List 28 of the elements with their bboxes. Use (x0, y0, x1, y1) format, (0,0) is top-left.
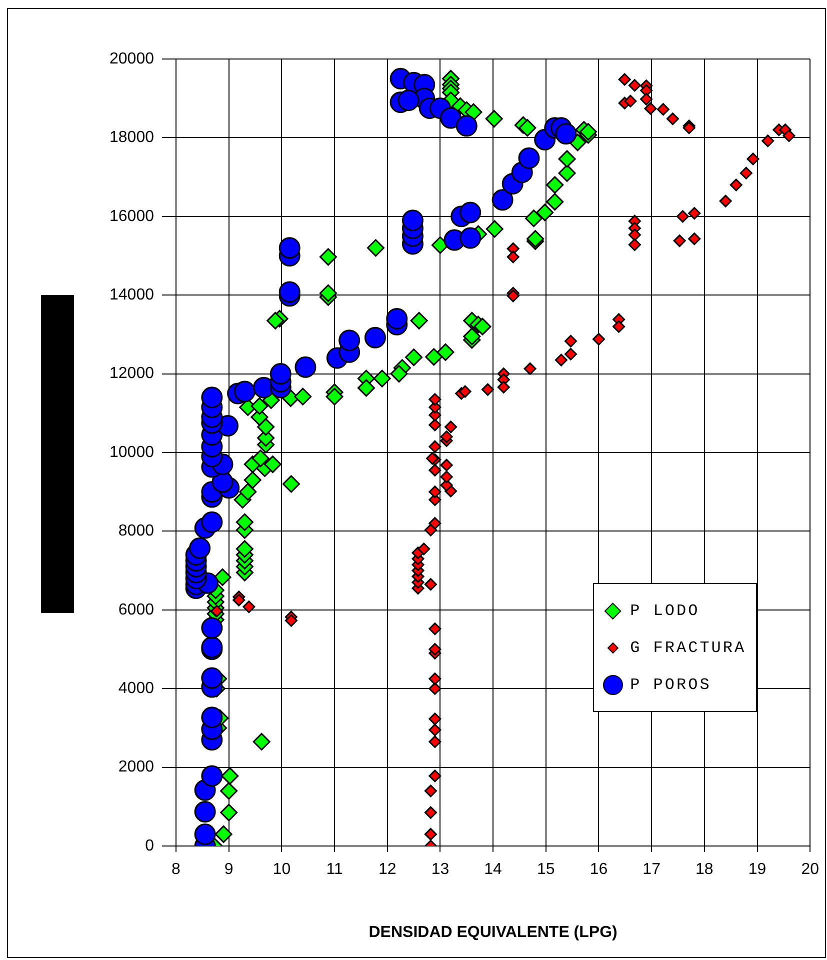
y-tick-label: 0 (145, 837, 154, 854)
x-tick-label: 12 (378, 861, 396, 878)
x-tick-label: 14 (484, 861, 502, 878)
x-tick-label: 17 (642, 861, 661, 878)
x-tick-label: 18 (696, 861, 714, 878)
x-tick-label: 9 (224, 861, 234, 878)
y-tick-label: 4000 (118, 680, 154, 698)
x-tick-label: 16 (590, 861, 608, 878)
y-tick-label: 14000 (110, 286, 154, 304)
x-tick-label: 13 (431, 861, 450, 878)
x-tick-label: 20 (801, 861, 820, 878)
legend-label: G FRACTURA (630, 638, 746, 656)
y-tick-label: 20000 (110, 50, 154, 68)
y-tick-label: 6000 (118, 601, 154, 618)
y-tick-label: 8000 (118, 522, 154, 540)
x-tick-label: 8 (172, 861, 181, 878)
x-axis-title: DENSIDAD EQUIVALENTE (LPG) (368, 924, 618, 941)
y-tick-label: 12000 (110, 365, 154, 382)
y-tick-label: 18000 (110, 129, 154, 146)
x-tick-label: 10 (272, 861, 291, 878)
y-tick-label: 2000 (118, 758, 154, 776)
y-tick-label: 10000 (110, 444, 154, 461)
x-tick-label: 15 (536, 861, 555, 878)
y-tick-label: 16000 (110, 208, 154, 225)
legend-label: P LODO (630, 602, 700, 620)
legend-label: P POROS (630, 676, 712, 694)
x-tick-label: 11 (326, 861, 343, 878)
x-tick-label: 19 (748, 861, 766, 878)
